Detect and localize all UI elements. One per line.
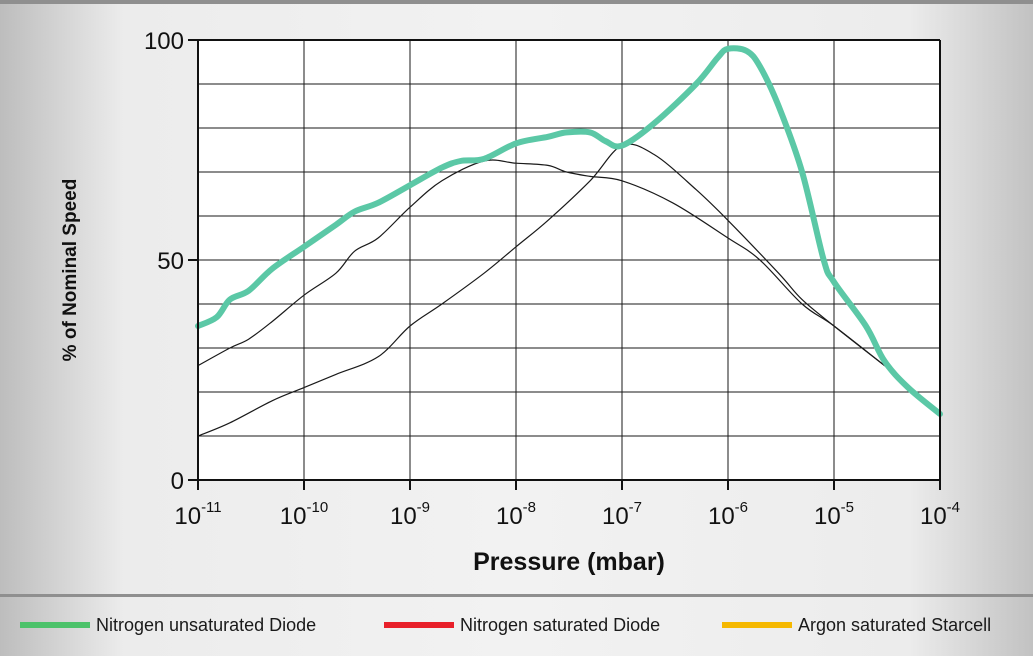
legend-item-argon-saturated: Argon saturated Starcell bbox=[722, 613, 991, 637]
x-tick-label: 10-8 bbox=[496, 499, 536, 530]
x-tick-labels: 10-11 10-10 10-9 10-8 10-7 10-6 10-5 10-4 bbox=[174, 499, 960, 530]
y-tick-label: 0 bbox=[171, 468, 184, 495]
legend: Nitrogen unsaturated Diode Nitrogen satu… bbox=[0, 599, 1033, 657]
series-line-1 bbox=[197, 159, 886, 367]
legend-item-nitrogen-saturated: Nitrogen saturated Diode bbox=[384, 613, 660, 637]
x-tick-label: 10-7 bbox=[602, 499, 642, 530]
legend-swatch bbox=[20, 622, 90, 628]
legend-label: Argon saturated Starcell bbox=[798, 614, 992, 635]
x-tick-label: 10-10 bbox=[280, 499, 328, 530]
legend-label: Nitrogen saturated Diode bbox=[460, 614, 661, 635]
x-tick-label: 10-5 bbox=[814, 499, 854, 530]
series-line-0 bbox=[195, 45, 943, 417]
legend-swatch bbox=[722, 622, 792, 628]
axes-layer bbox=[188, 39, 941, 490]
x-tick-label: 10-9 bbox=[390, 499, 430, 530]
legend-label: Nitrogen unsaturated Diode bbox=[96, 614, 317, 635]
x-tick-label: 10-11 bbox=[174, 499, 221, 530]
y-tick-label: 50 bbox=[157, 248, 184, 275]
y-axis-title: % of Nominal Speed bbox=[60, 179, 81, 362]
legend-item-nitrogen-unsaturated: Nitrogen unsaturated Diode bbox=[20, 613, 316, 637]
y-tick-labels: 0 50 100 bbox=[144, 28, 184, 495]
chart-plot: 10-11 10-10 10-9 10-8 10-7 10-6 10-5 10-4 0 50 10… bbox=[60, 28, 960, 576]
x-tick-label: 10-4 bbox=[920, 499, 960, 530]
legend-divider bbox=[0, 594, 1033, 597]
grid-horizontal bbox=[198, 83, 940, 437]
legend-swatch bbox=[384, 622, 454, 628]
x-axis-title: Pressure (mbar) bbox=[473, 548, 665, 576]
y-tick-label: 100 bbox=[144, 28, 184, 55]
series-line-2 bbox=[197, 143, 886, 437]
grid-vertical bbox=[303, 40, 835, 480]
x-tick-label: 10-6 bbox=[708, 499, 748, 530]
series-layer bbox=[195, 45, 943, 437]
